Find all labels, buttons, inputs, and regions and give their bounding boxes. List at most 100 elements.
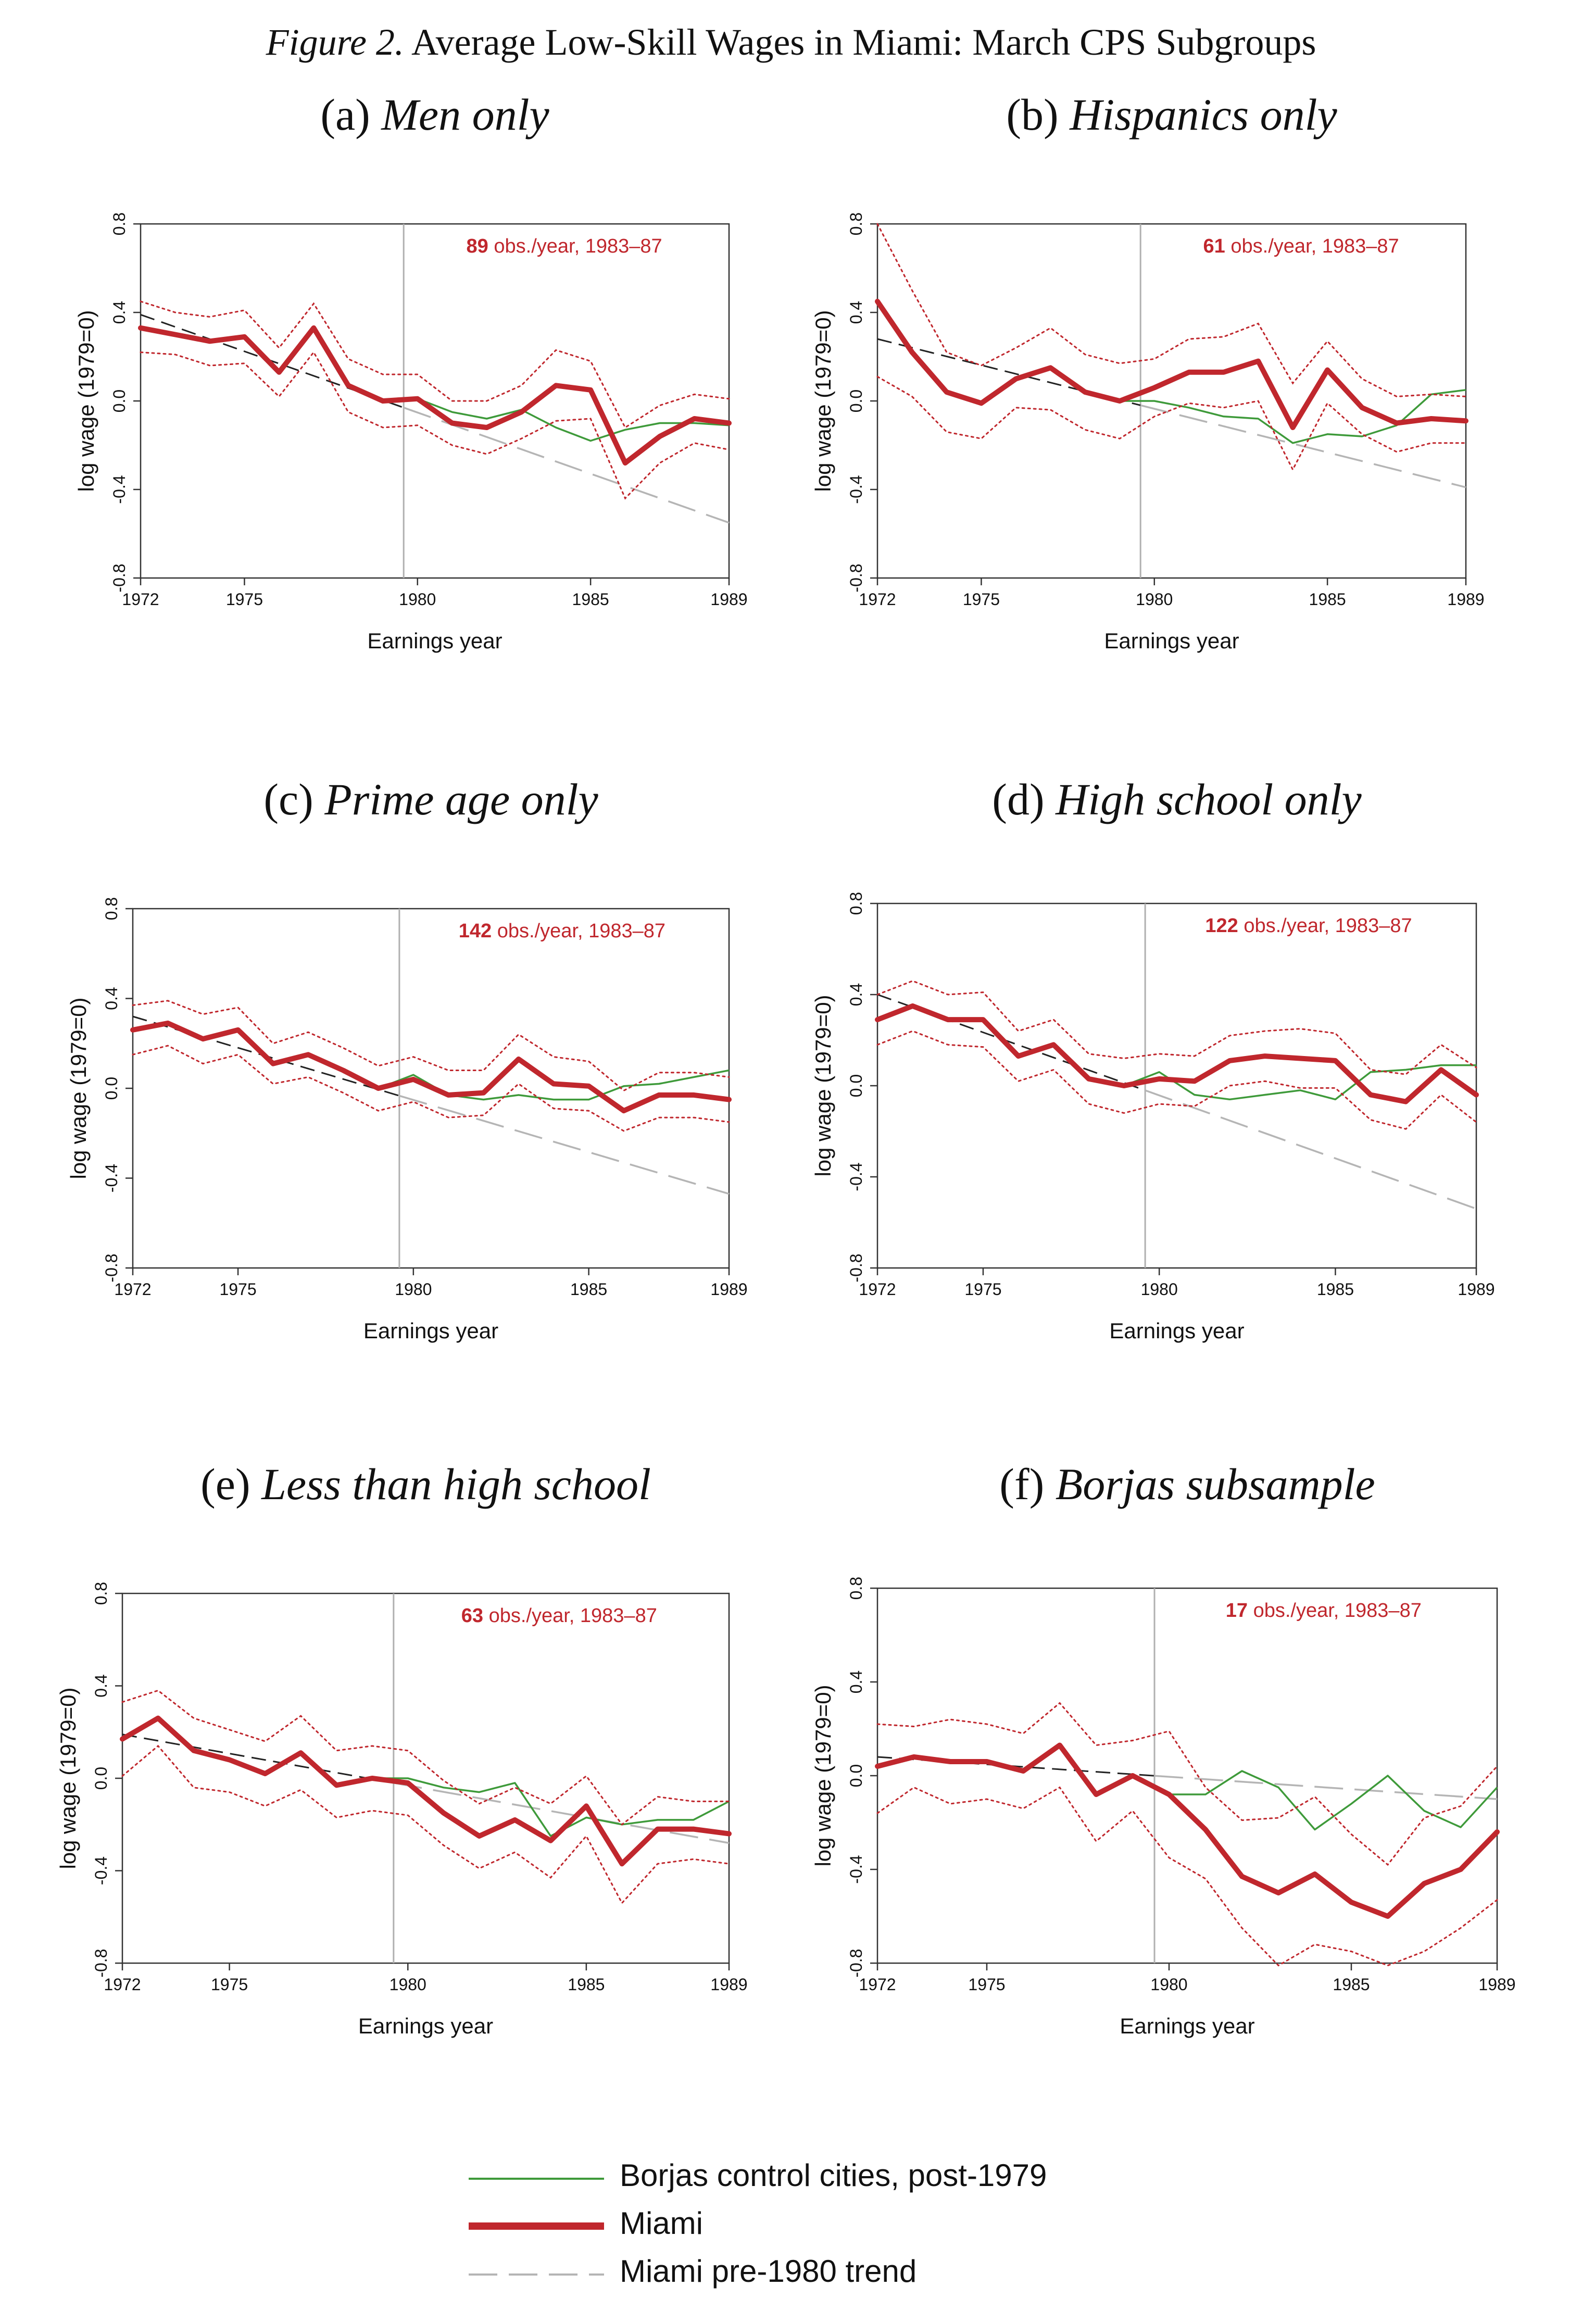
obs-text: obs./year, 1983–87	[1248, 1600, 1422, 1622]
x-tick-label: 1975	[226, 590, 263, 609]
miami-lower-band	[876, 1786, 1498, 1967]
x-tick-label: 1975	[211, 1975, 248, 1994]
panel-label: (e)	[200, 1459, 250, 1509]
x-tick-label: 1989	[1458, 1280, 1495, 1299]
y-tick-label: 0.0	[847, 1764, 865, 1787]
legend-swatch-trend	[469, 2273, 604, 2276]
x-tick-label: 1972	[114, 1280, 151, 1299]
obs-annotation: 61 obs./year, 1983–87	[1203, 235, 1399, 257]
x-tick-label: 1975	[963, 590, 1000, 609]
y-tick-label: -0.8	[102, 1253, 121, 1282]
miami-line	[120, 1715, 732, 1867]
obs-count: 61	[1203, 235, 1225, 257]
miami-upper-band	[121, 1689, 730, 1826]
panel-title: (a) Men only	[320, 89, 549, 141]
x-tick-label: 1980	[390, 1975, 426, 1994]
plot-frame	[876, 1587, 1498, 1964]
obs-annotation: 122 obs./year, 1983–87	[1205, 915, 1412, 937]
obs-text: obs./year, 1983–87	[1238, 915, 1412, 937]
miami-line	[875, 1742, 1500, 1919]
control-line	[1123, 1064, 1476, 1101]
trend-line-post	[393, 1782, 730, 1844]
y-tick-label: -0.4	[102, 1164, 121, 1192]
x-tick-label: 1975	[968, 1975, 1005, 1994]
y-axis-label: log wage (1979=0)	[66, 997, 91, 1179]
obs-annotation: 142 obs./year, 1983–87	[459, 920, 666, 942]
miami-upper-band	[876, 980, 1477, 1075]
x-tick-label: 1989	[710, 590, 747, 609]
y-tick-label: 0.4	[847, 301, 865, 324]
miami-upper-band	[876, 1702, 1498, 1866]
x-tick-label: 1989	[1447, 590, 1484, 609]
miami-lower-band	[876, 1030, 1477, 1130]
y-axis-label: log wage (1979=0)	[811, 310, 835, 492]
y-tick-label: 0.4	[847, 983, 865, 1006]
panel-label: (c)	[263, 774, 313, 824]
y-tick-label: -0.4	[847, 475, 865, 504]
x-axis-label: Earnings year	[358, 2014, 493, 2038]
panel-title: (b) Hispanics only	[1006, 89, 1337, 141]
panel-subtitle: High school only	[1044, 774, 1362, 824]
y-tick-label: 0.8	[847, 212, 865, 235]
miami-line	[875, 298, 1468, 430]
x-tick-label: 1985	[1333, 1975, 1370, 1994]
panel-subtitle: Men only	[370, 90, 549, 140]
x-tick-label: 1989	[1478, 1975, 1515, 1994]
x-tick-label: 1985	[570, 1280, 607, 1299]
miami-upper-band	[140, 300, 730, 429]
x-axis-label: Earnings year	[1120, 2014, 1254, 2038]
plot-frame	[121, 1592, 730, 1964]
y-tick-label: -0.8	[92, 1949, 110, 1977]
control-line	[383, 398, 730, 442]
y-axis-label: log wage (1979=0)	[811, 995, 835, 1176]
y-axis-label: log wage (1979=0)	[811, 1685, 835, 1866]
y-tick-label: 0.4	[102, 987, 121, 1010]
miami-line	[875, 1003, 1479, 1104]
panel-label: (f)	[999, 1459, 1045, 1509]
figure-title-text: Average Low-Skill Wages in Miami: March …	[411, 21, 1316, 63]
panel-title: (c) Prime age only	[263, 773, 598, 825]
y-tick-label: 0.4	[847, 1670, 865, 1693]
miami-lower-band	[140, 350, 730, 500]
panel-subtitle: Borjas subsample	[1044, 1459, 1375, 1509]
y-tick-label: -0.8	[847, 1949, 865, 1977]
panel-title: (f) Borjas subsample	[999, 1458, 1375, 1510]
obs-count: 142	[459, 920, 492, 942]
trend-line-post	[1140, 404, 1466, 488]
x-tick-label: 1972	[859, 1975, 896, 1994]
trend-line-post	[1154, 1775, 1498, 1800]
x-axis-label: Earnings year	[367, 629, 502, 653]
panel-label: (a)	[320, 90, 370, 140]
y-axis-label: log wage (1979=0)	[56, 1687, 80, 1869]
x-tick-label: 1972	[859, 1280, 896, 1299]
y-tick-label: 0.0	[102, 1077, 121, 1100]
y-tick-label: 0.0	[92, 1767, 110, 1790]
panel-label: (b)	[1006, 90, 1059, 140]
obs-text: obs./year, 1983–87	[483, 1605, 657, 1627]
panel-subtitle: Hispanics only	[1058, 90, 1337, 140]
x-tick-label: 1980	[1141, 1280, 1178, 1299]
x-tick-label: 1972	[104, 1975, 141, 1994]
x-tick-label: 1989	[710, 1975, 747, 1994]
control-line	[1132, 1770, 1498, 1831]
miami-lower-band	[132, 1045, 730, 1132]
y-tick-label: 0.4	[110, 301, 129, 324]
x-axis-label: Earnings year	[1109, 1318, 1244, 1343]
y-tick-label: -0.8	[110, 563, 129, 592]
y-tick-label: 0.8	[92, 1582, 110, 1605]
obs-count: 122	[1205, 915, 1238, 937]
panel-title: (d) High school only	[992, 773, 1361, 825]
x-tick-label: 1972	[859, 590, 896, 609]
y-tick-label: 0.8	[847, 892, 865, 915]
y-tick-label: -0.8	[847, 563, 865, 592]
trend-line-pre	[122, 1733, 394, 1784]
y-axis-label: log wage (1979=0)	[74, 310, 98, 492]
trend-line-post	[1145, 1089, 1477, 1210]
y-tick-label: -0.4	[110, 475, 129, 504]
x-tick-label: 1972	[122, 590, 159, 609]
x-tick-label: 1975	[219, 1280, 256, 1299]
y-tick-label: 0.0	[847, 390, 865, 412]
obs-count: 89	[467, 235, 488, 257]
obs-annotation: 89 obs./year, 1983–87	[467, 235, 662, 257]
